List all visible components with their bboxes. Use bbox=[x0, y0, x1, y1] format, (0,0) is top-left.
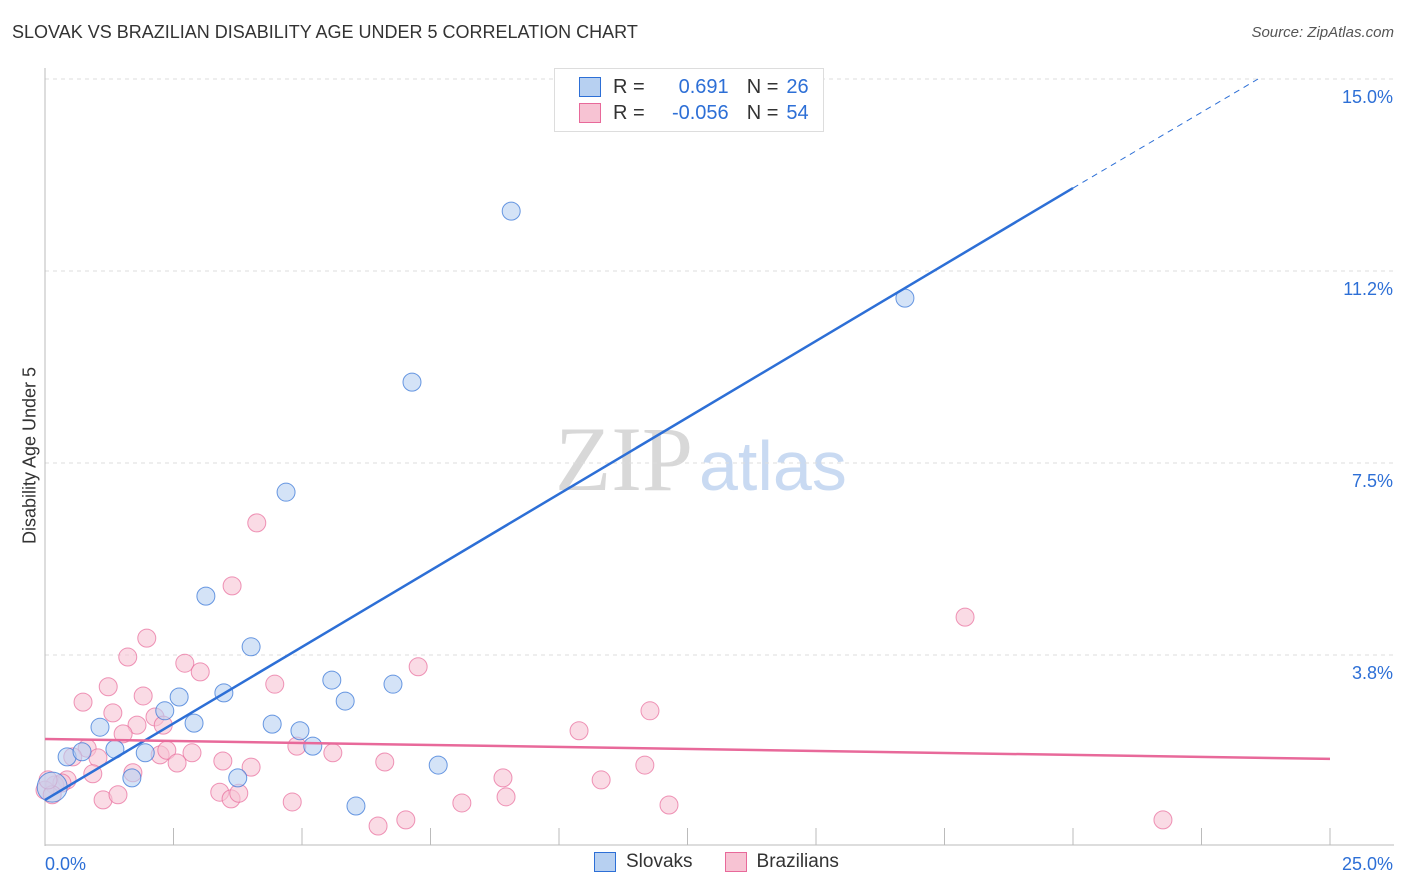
slovak-point bbox=[428, 755, 448, 775]
slovak-point bbox=[36, 771, 68, 803]
slovak-r-value: 0.691 bbox=[678, 75, 729, 98]
brazilian-point bbox=[635, 755, 655, 775]
brazilian-point bbox=[659, 795, 679, 815]
brazilian-point bbox=[591, 770, 611, 790]
brazilian-point bbox=[1153, 810, 1173, 830]
brazilian-r-value: -0.056 bbox=[671, 101, 729, 124]
y-axis-label: Disability Age Under 5 bbox=[19, 366, 40, 545]
brazilian-point bbox=[190, 662, 210, 682]
brazilian-point bbox=[113, 724, 133, 744]
brazilian-point bbox=[133, 686, 153, 706]
brazilian-point bbox=[137, 628, 157, 648]
slovak-point bbox=[72, 742, 92, 762]
brazilian-point bbox=[222, 576, 242, 596]
slovak-point bbox=[335, 691, 355, 711]
brazilian-swatch bbox=[724, 852, 747, 872]
brazilian-point bbox=[241, 757, 261, 777]
brazilian-point bbox=[323, 743, 343, 763]
brazilian-point bbox=[375, 752, 395, 772]
legend-row-brazilians: R = -0.056 N = 54 bbox=[579, 101, 809, 125]
slovak-point bbox=[90, 717, 110, 737]
source-label: Source: ZipAtlas.com bbox=[1251, 24, 1394, 41]
slovak-n-value: 26 bbox=[786, 75, 809, 98]
brazilian-trendline bbox=[44, 737, 1331, 761]
brazilian-n-value: 54 bbox=[786, 101, 809, 124]
brazilian-point bbox=[955, 607, 975, 627]
brazilian-point bbox=[103, 703, 123, 723]
slovak-point bbox=[184, 713, 204, 733]
brazilian-point bbox=[73, 692, 93, 712]
brazilian-point bbox=[408, 657, 428, 677]
slovak-point bbox=[402, 372, 422, 392]
brazilian-point bbox=[98, 677, 118, 697]
r-label: R = bbox=[613, 75, 645, 98]
y-tick-label: 15.0% bbox=[1342, 87, 1393, 107]
slovak-point bbox=[501, 201, 521, 221]
brazilian-point bbox=[127, 715, 147, 735]
n-label: N = bbox=[746, 101, 779, 124]
n-label: N = bbox=[746, 75, 779, 98]
legend-item-slovaks[interactable]: Slovaks bbox=[594, 851, 693, 873]
brazilian-point bbox=[640, 701, 660, 721]
slovak-swatch bbox=[579, 77, 601, 97]
brazilian-point bbox=[265, 674, 285, 694]
brazilian-point bbox=[282, 792, 302, 812]
brazilian-point bbox=[493, 768, 513, 788]
y-tick-label: 7.5% bbox=[1352, 471, 1393, 491]
legend-row-slovaks: R = 0.691 N = 26 bbox=[579, 75, 809, 99]
slovak-point bbox=[241, 637, 261, 657]
brazilian-point bbox=[287, 736, 307, 756]
legend-label: Slovaks bbox=[626, 851, 693, 872]
y-tick-label: 11.2% bbox=[1343, 279, 1393, 299]
slovak-point bbox=[262, 714, 282, 734]
slovak-trendline-extension bbox=[1072, 78, 1259, 189]
slovak-point bbox=[169, 687, 189, 707]
brazilian-swatch bbox=[579, 103, 601, 123]
brazilian-point bbox=[247, 513, 267, 533]
brazilian-point bbox=[118, 647, 138, 667]
slovak-trendline bbox=[44, 186, 1074, 801]
legend-item-brazilians[interactable]: Brazilians bbox=[724, 851, 839, 873]
chart-title: SLOVAK VS BRAZILIAN DISABILITY AGE UNDER… bbox=[12, 22, 638, 42]
slovak-point bbox=[322, 670, 342, 690]
slovak-point bbox=[290, 721, 310, 741]
brazilian-point bbox=[452, 793, 472, 813]
brazilian-point bbox=[182, 743, 202, 763]
x-tick-label: 0.0% bbox=[45, 854, 86, 874]
slovak-point bbox=[228, 768, 248, 788]
brazilian-point bbox=[368, 816, 388, 836]
brazilian-point bbox=[213, 751, 233, 771]
x-tick-label: 25.0% bbox=[1342, 854, 1393, 874]
series-legend: Slovaks Brazilians bbox=[594, 851, 839, 873]
slovak-point bbox=[135, 743, 155, 763]
stats-legend: R = 0.691 N = 26 R = -0.056 N = 54 bbox=[554, 68, 824, 132]
brazilian-point bbox=[496, 787, 516, 807]
brazilian-point bbox=[396, 810, 416, 830]
slovak-point bbox=[303, 736, 323, 756]
brazilian-point bbox=[569, 721, 589, 741]
slovak-point bbox=[196, 586, 216, 606]
brazilian-point bbox=[175, 653, 195, 673]
brazilian-point bbox=[167, 753, 187, 773]
slovak-point bbox=[383, 674, 403, 694]
slovak-swatch bbox=[594, 852, 616, 872]
slovak-point bbox=[155, 701, 175, 721]
slovak-point bbox=[122, 768, 142, 788]
legend-label: Brazilians bbox=[756, 851, 839, 872]
brazilian-point bbox=[108, 785, 128, 805]
slovak-point bbox=[346, 796, 366, 816]
r-label: R = bbox=[613, 101, 645, 124]
watermark: ZIPatlas bbox=[555, 408, 847, 510]
y-tick-label: 3.8% bbox=[1352, 663, 1393, 683]
slovak-point bbox=[276, 482, 296, 502]
